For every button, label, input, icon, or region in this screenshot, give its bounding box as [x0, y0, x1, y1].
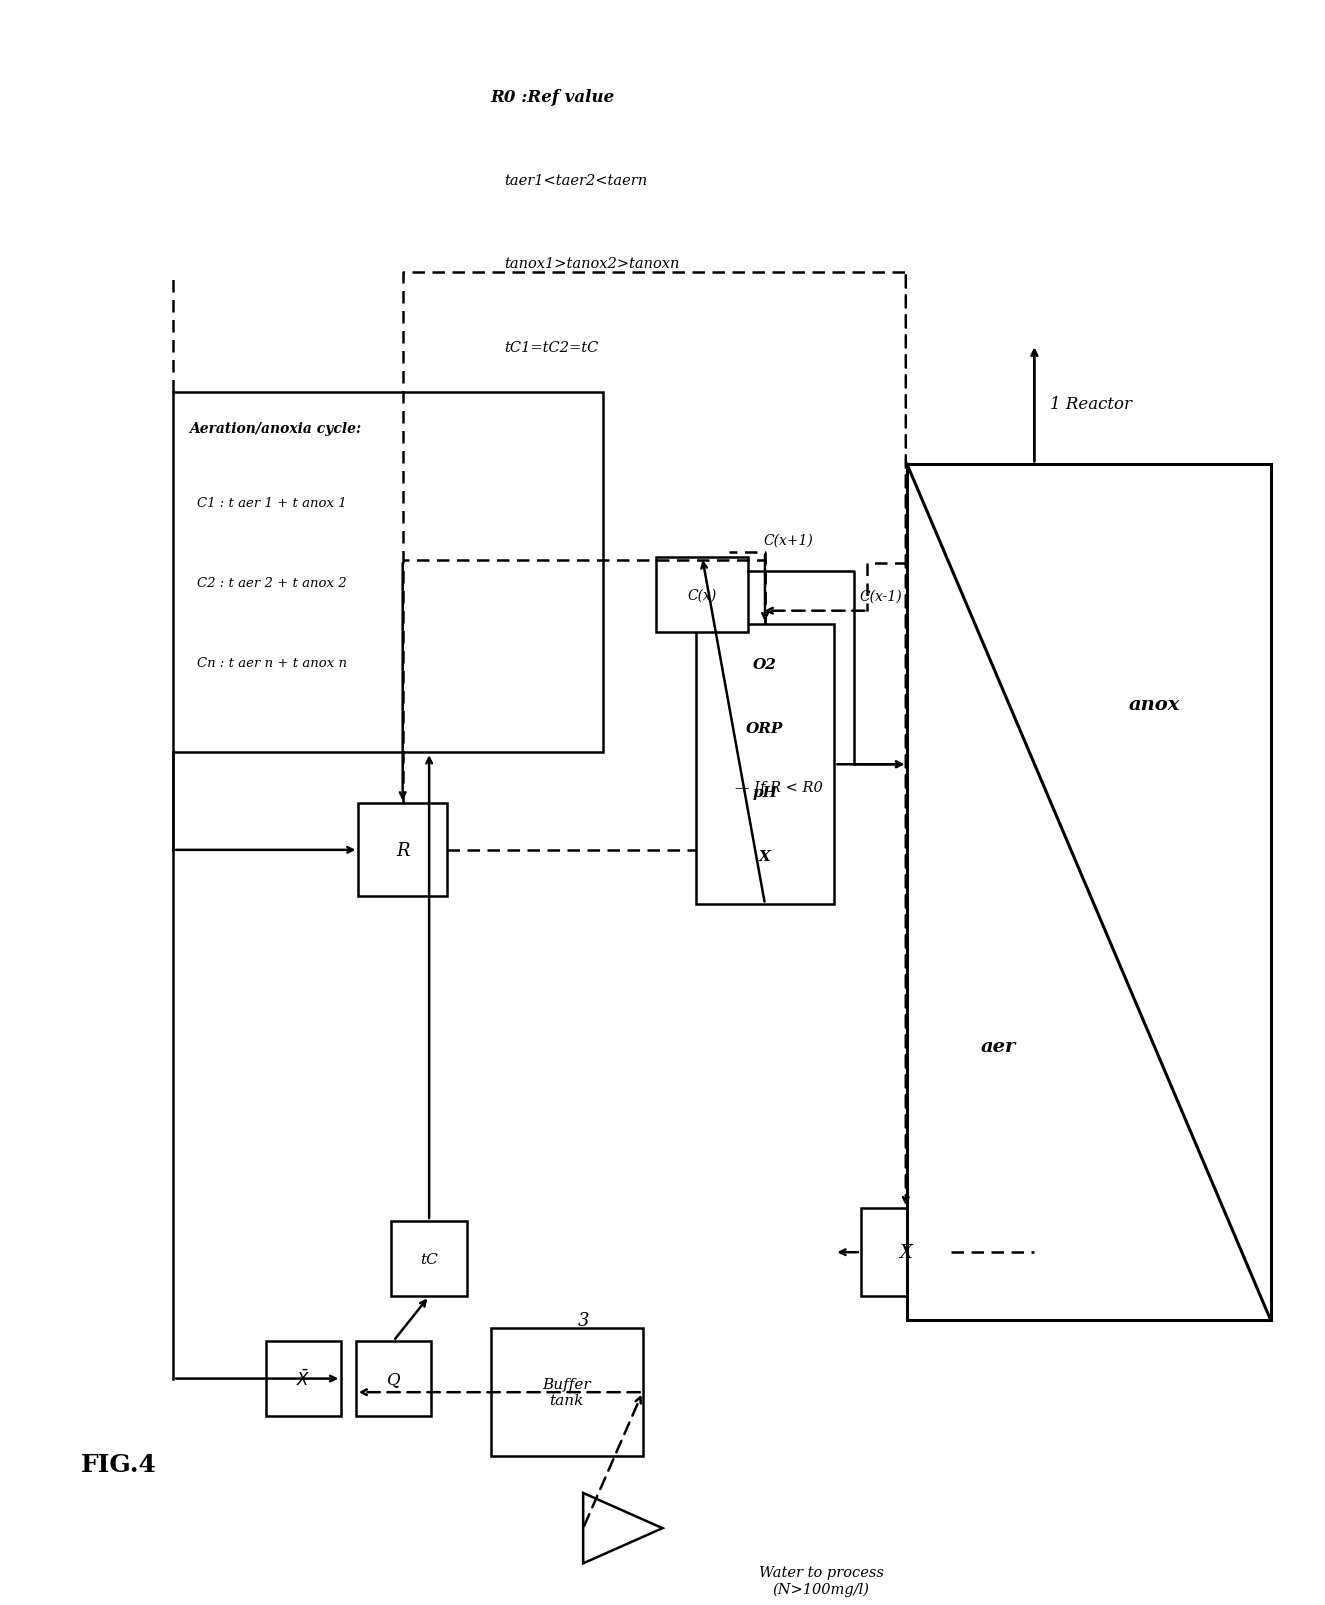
Text: Aeration/anoxia cycle:: Aeration/anoxia cycle: — [189, 422, 362, 437]
Text: O2: O2 — [753, 658, 776, 672]
Bar — [174, 393, 603, 753]
Text: Buffer
tank: Buffer tank — [542, 1377, 591, 1408]
Text: C1 : t aer 1 + t anox 1: C1 : t aer 1 + t anox 1 — [197, 498, 347, 510]
Text: 3: 3 — [578, 1311, 588, 1329]
Text: Cn : t aer n + t anox n: Cn : t aer n + t anox n — [197, 656, 347, 669]
Bar — [656, 559, 749, 632]
Text: — If R < R0: — If R < R0 — [735, 782, 823, 794]
Text: R: R — [396, 841, 409, 859]
Text: ORP: ORP — [746, 722, 783, 735]
Polygon shape — [583, 1493, 662, 1563]
Bar — [391, 1221, 466, 1297]
Text: C2 : t aer 2 + t anox 2: C2 : t aer 2 + t anox 2 — [197, 576, 347, 591]
Text: anox: anox — [1129, 695, 1181, 714]
Text: C(x+1): C(x+1) — [763, 533, 814, 547]
Text: taer1<taer2<taern: taer1<taer2<taern — [504, 173, 647, 188]
Text: tC1=tC2=tC: tC1=tC2=tC — [504, 340, 598, 355]
Text: C(x): C(x) — [688, 589, 717, 602]
Text: FIG.4: FIG.4 — [81, 1453, 156, 1477]
Bar — [861, 1209, 951, 1297]
Bar — [358, 804, 447, 897]
Text: tanox1>tanox2>tanoxn: tanox1>tanox2>tanoxn — [504, 257, 680, 271]
Text: tC: tC — [420, 1252, 439, 1266]
Text: Q: Q — [387, 1371, 400, 1387]
Text: Water to process
(N>100mg/l): Water to process (N>100mg/l) — [759, 1565, 884, 1595]
Text: pH: pH — [753, 786, 778, 799]
Bar — [490, 1329, 643, 1456]
Text: X: X — [900, 1244, 912, 1262]
Bar — [908, 465, 1271, 1321]
Text: aer: aer — [980, 1038, 1016, 1056]
Text: 1 Reactor: 1 Reactor — [1051, 396, 1133, 412]
Text: $\bar{X}$: $\bar{X}$ — [297, 1369, 311, 1388]
Bar — [355, 1342, 431, 1416]
Bar — [696, 624, 835, 905]
Bar — [266, 1342, 342, 1416]
Text: X: X — [759, 849, 771, 863]
Text: R0 :Ref value: R0 :Ref value — [490, 90, 615, 106]
Text: C(x-1): C(x-1) — [860, 589, 902, 603]
